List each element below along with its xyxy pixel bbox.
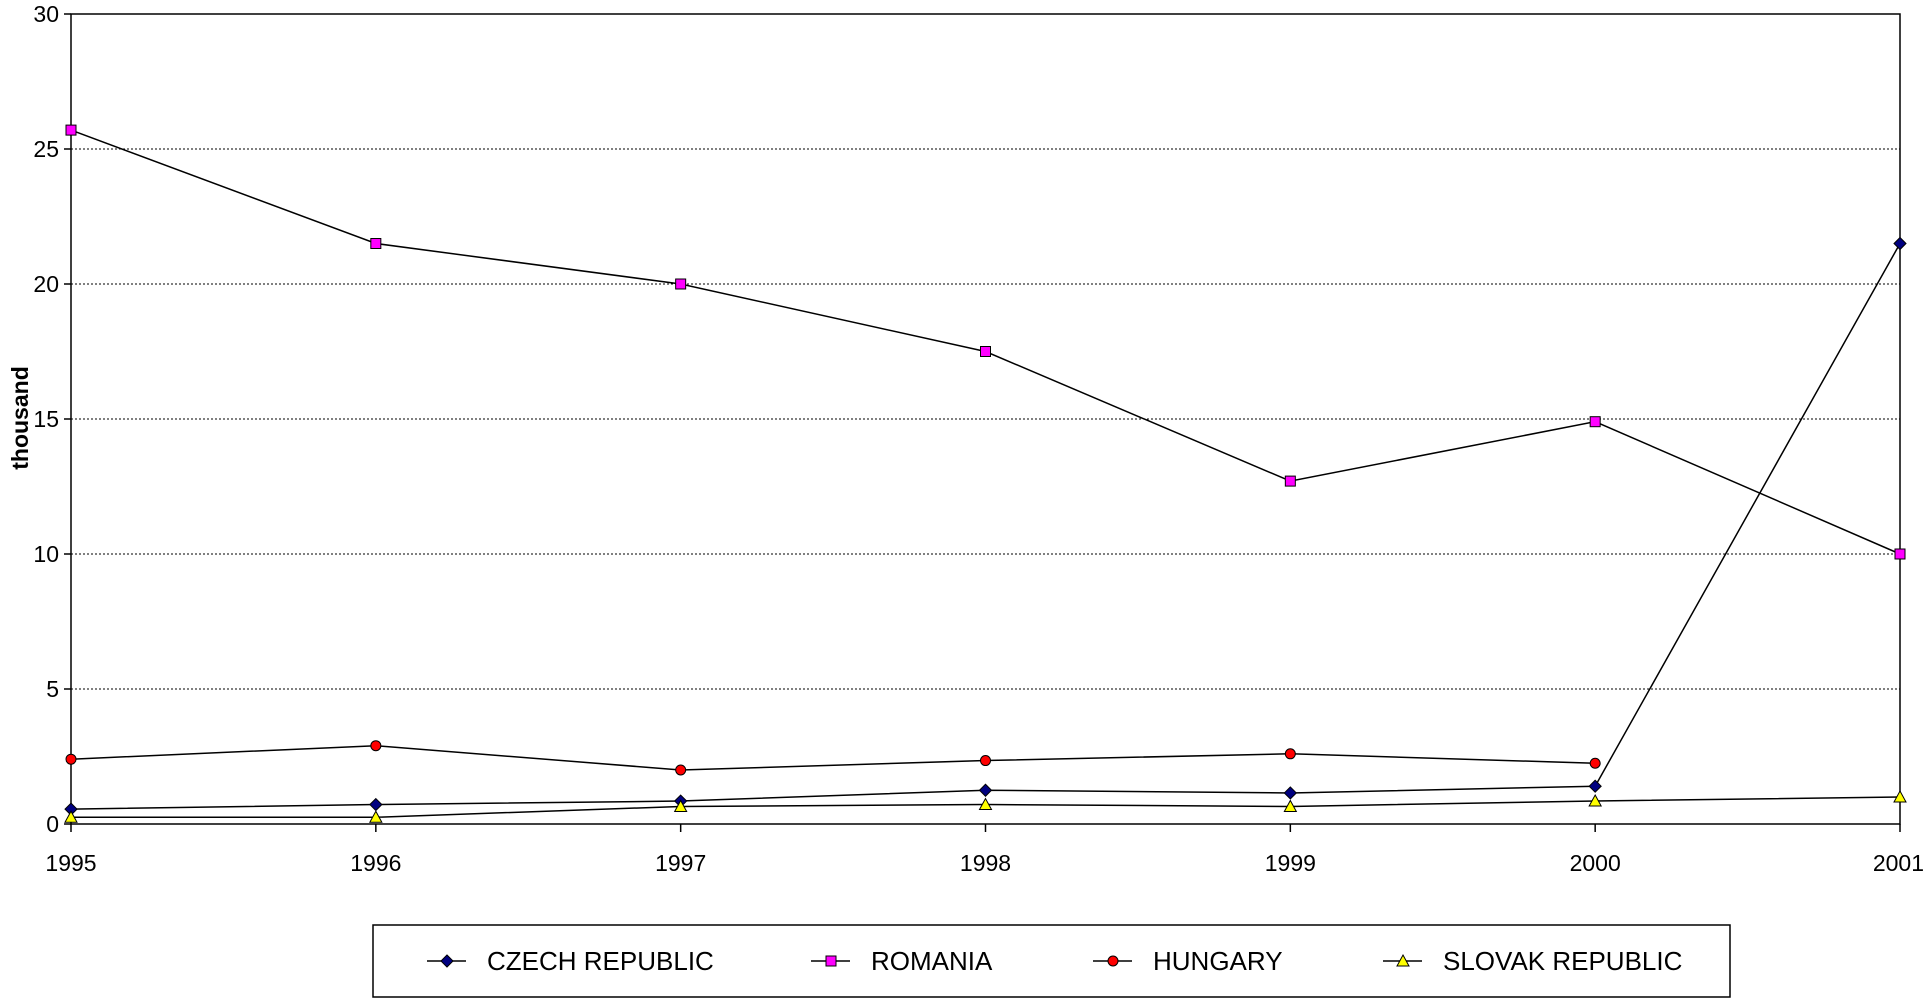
data-point-slovak-republic (673, 799, 688, 812)
legend-box (372, 924, 1731, 998)
y-tick-label: 15 (33, 406, 59, 432)
data-point-hungary (1284, 748, 1296, 760)
legend-marker-romania (825, 955, 837, 967)
data-point-slovak-republic (978, 797, 993, 811)
data-point-czech-republic (1893, 236, 1907, 251)
x-tick-label: 1999 (1265, 850, 1316, 876)
x-tick-label: 2000 (1570, 850, 1621, 876)
data-point-romania (1894, 548, 1906, 560)
data-point-czech-republic (978, 783, 993, 797)
x-tick-label: 1996 (350, 850, 401, 876)
y-tick-label: 20 (33, 271, 59, 297)
x-tick-label: 1995 (45, 850, 96, 876)
data-point-hungary (675, 764, 687, 776)
series-markers (64, 124, 1907, 823)
y-tick-label: 25 (33, 136, 59, 162)
data-point-czech-republic (369, 797, 383, 812)
legend-label-slovak-republic: SLOVAK REPUBLIC (1443, 946, 1682, 976)
series-lines (70, 129, 1901, 818)
y-tick-label: 10 (33, 541, 59, 567)
data-point-romania (65, 124, 77, 136)
x-tick-label: 2001 (1873, 850, 1924, 876)
data-point-hungary (1589, 757, 1601, 769)
data-point-czech-republic (1283, 786, 1298, 800)
y-tick-label: 30 (33, 1, 59, 27)
series-line-czech-republic (70, 243, 1901, 810)
series-line-hungary (70, 744, 1596, 771)
legend: CZECH REPUBLIC ROMANIA HUNGARY SLOVAK REPUB… (372, 924, 1731, 998)
y-tick-label: 5 (46, 676, 59, 702)
data-point-romania (1284, 475, 1296, 487)
data-point-hungary (65, 753, 77, 765)
data-point-slovak-republic (1588, 794, 1603, 807)
y-tick-label: 0 (46, 811, 59, 837)
data-point-slovak-republic (1283, 799, 1298, 812)
y-axis-title: thousand (7, 366, 33, 470)
legend-marker-slovak-republic (1396, 953, 1410, 967)
data-point-romania (370, 238, 382, 249)
data-point-slovak-republic (64, 810, 78, 823)
legend-marker-czech-republic (440, 954, 454, 968)
legend-marker-hungary (1107, 955, 1119, 967)
data-point-hungary (370, 740, 382, 752)
x-tick-label: 1998 (960, 850, 1011, 876)
plot-area-border (70, 13, 1901, 825)
legend-label-czech-republic: CZECH REPUBLIC (487, 946, 714, 976)
data-point-hungary (980, 755, 991, 767)
tick-labels: 0 5 10 15 20 25 30 1995 1996 1997 1998 1999 2000 2001 (33, 1, 1924, 876)
axes (64, 13, 1901, 832)
legend-label-romania: ROMANIA (871, 946, 993, 976)
data-point-romania (1589, 416, 1601, 428)
data-point-romania (675, 278, 687, 290)
data-point-romania (980, 346, 991, 357)
legend-label-hungary: HUNGARY (1153, 946, 1283, 976)
series-line-romania (70, 129, 1901, 555)
data-point-slovak-republic (1893, 789, 1907, 803)
data-point-slovak-republic (368, 810, 383, 823)
data-point-czech-republic (1588, 779, 1602, 793)
x-tick-label: 1997 (655, 850, 706, 876)
